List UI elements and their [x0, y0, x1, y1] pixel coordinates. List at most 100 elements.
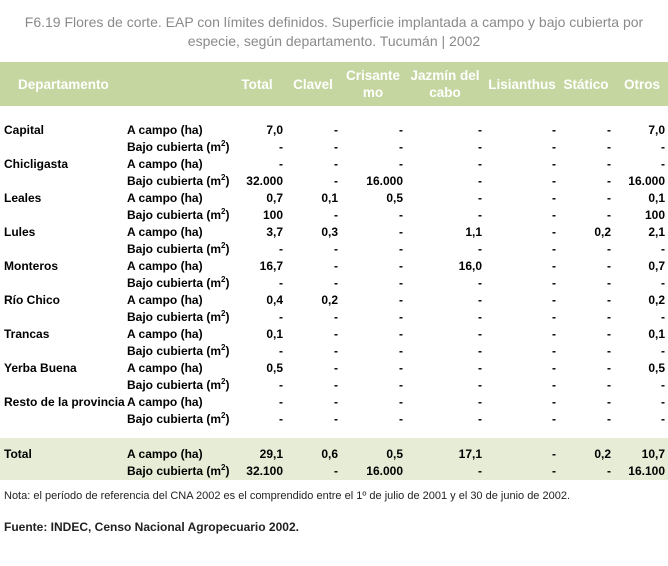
cell-total: 3,7 [266, 225, 283, 239]
row-type-bajo-cubierta: Bajo cubierta (m2) [127, 343, 230, 359]
cell-jazmin: - [478, 276, 482, 290]
cell-statice: - [607, 276, 611, 290]
table-row: Bajo cubierta (m2) - - - - - - - [0, 377, 668, 394]
cell-jazmin: - [478, 242, 482, 256]
cell-total: 16,7 [259, 259, 283, 273]
cell-total: 0,7 [266, 191, 283, 205]
cell-total: - [279, 344, 283, 358]
cell-crisantemo: - [399, 327, 403, 341]
cell-crisantemo: - [399, 276, 403, 290]
header-tipo [122, 62, 232, 106]
cell-jazmin: - [478, 361, 482, 375]
row-type-a-campo: A campo (ha) [127, 259, 203, 273]
cell-jazmin: - [478, 412, 482, 426]
header-crisantemo: Crisante mo [345, 68, 401, 100]
row-type-a-campo: A campo (ha) [127, 395, 203, 409]
cell-otros: 0,1 [648, 327, 665, 341]
cell-clavel: - [334, 157, 338, 171]
row-type-bajo-cubierta: Bajo cubierta (m2) [127, 275, 230, 291]
cell-total: 29,1 [259, 447, 283, 461]
cell-lisianthus: - [552, 310, 556, 324]
cell-total: - [279, 140, 283, 154]
row-type-bajo-cubierta: Bajo cubierta (m2) [127, 173, 230, 189]
table-row: Monteros A campo (ha) 16,7 - - 16,0 - - 0,7 [0, 258, 668, 275]
cell-total: - [279, 395, 283, 409]
cell-statice: - [607, 361, 611, 375]
header-lisianthus: Lisianthus [488, 76, 556, 92]
table-row: Yerba Buena A campo (ha) 0,5 - - - - - 0,5 [0, 360, 668, 377]
cell-crisantemo: 0,5 [386, 191, 403, 205]
cell-otros: 0,5 [648, 361, 665, 375]
cell-total: 32.100 [246, 464, 283, 478]
table-row: Bajo cubierta (m2) - - - - - - - [0, 139, 668, 156]
row-type-a-campo: A campo (ha) [127, 447, 203, 461]
cell-statice: - [607, 208, 611, 222]
cell-jazmin: - [478, 378, 482, 392]
cell-jazmin: - [478, 310, 482, 324]
cell-clavel: - [334, 123, 338, 137]
cell-otros: - [661, 310, 665, 324]
table-row: Río Chico A campo (ha) 0,4 0,2 - - - - 0,2 [0, 292, 668, 309]
cell-total: 100 [262, 208, 283, 222]
cell-statice: - [607, 378, 611, 392]
cell-otros: - [661, 157, 665, 171]
cell-total: 0,4 [266, 293, 283, 307]
row-type-bajo-cubierta: Bajo cubierta (m2) [127, 207, 230, 223]
cell-statice: - [607, 412, 611, 426]
cell-total: 0,1 [266, 327, 283, 341]
cell-total: - [279, 310, 283, 324]
cell-total: 7,0 [266, 123, 283, 137]
cell-jazmin: - [478, 140, 482, 154]
row-type-bajo-cubierta: Bajo cubierta (m2) [127, 377, 230, 393]
cell-otros: - [661, 140, 665, 154]
cell-otros: 0,1 [648, 191, 665, 205]
cell-crisantemo: - [399, 259, 403, 273]
cell-clavel: - [334, 276, 338, 290]
department-name: Trancas [4, 327, 50, 341]
cell-clavel: - [334, 464, 338, 478]
cell-otros: 2,1 [648, 225, 665, 239]
cell-clavel: - [334, 361, 338, 375]
table-note: Nota: el período de referencia del CNA 2… [4, 490, 571, 502]
cell-clavel: - [334, 395, 338, 409]
cell-crisantemo: - [399, 208, 403, 222]
total-block: Total A campo (ha) 29,1 0,6 0,5 17,1 - 0,2 10,7 B… [0, 438, 668, 480]
cell-lisianthus: - [552, 464, 556, 478]
cell-statice: 0,2 [594, 225, 611, 239]
cell-statice: - [607, 242, 611, 256]
table-row: Chicligasta A campo (ha) - - - - - - - [0, 156, 668, 173]
cell-clavel: - [334, 344, 338, 358]
cell-jazmin: - [478, 157, 482, 171]
cell-crisantemo: - [399, 293, 403, 307]
cell-jazmin: 1,1 [465, 225, 482, 239]
cell-total: - [279, 412, 283, 426]
cell-otros: 0,2 [648, 293, 665, 307]
cell-crisantemo: 16.000 [366, 174, 403, 188]
table-row: Bajo cubierta (m2) 100 - - - - - 100 [0, 207, 668, 224]
cell-statice: - [607, 395, 611, 409]
total-label: Total [4, 447, 32, 461]
cell-crisantemo: - [399, 225, 403, 239]
table-row: Leales A campo (ha) 0,7 0,1 0,5 - - - 0,1 [0, 190, 668, 207]
total-row: Total A campo (ha) 29,1 0,6 0,5 17,1 - 0,2 10,7 [0, 446, 668, 463]
cell-otros: - [661, 344, 665, 358]
row-type-bajo-cubierta: Bajo cubierta (m2) [127, 309, 230, 325]
header-departamento: Departamento [18, 76, 109, 92]
cell-clavel: 0,6 [321, 447, 338, 461]
cell-clavel: - [334, 310, 338, 324]
cell-crisantemo: - [399, 310, 403, 324]
cell-otros: 0,7 [648, 259, 665, 273]
cell-lisianthus: - [552, 157, 556, 171]
row-type-bajo-cubierta: Bajo cubierta (m2) [127, 241, 230, 257]
header-otros: Otros [623, 76, 660, 92]
cell-otros: 7,0 [648, 123, 665, 137]
cell-jazmin: - [478, 293, 482, 307]
table-row: Capital A campo (ha) 7,0 - - - - - 7,0 [0, 122, 668, 139]
cell-total: - [279, 276, 283, 290]
cell-lisianthus: - [552, 208, 556, 222]
department-name: Capital [4, 123, 45, 137]
cell-jazmin: - [478, 327, 482, 341]
table-row: Bajo cubierta (m2) - - - - - - - [0, 343, 668, 360]
row-type-bajo-cubierta: Bajo cubierta (m2) [127, 463, 230, 479]
cell-total: 0,5 [266, 361, 283, 375]
